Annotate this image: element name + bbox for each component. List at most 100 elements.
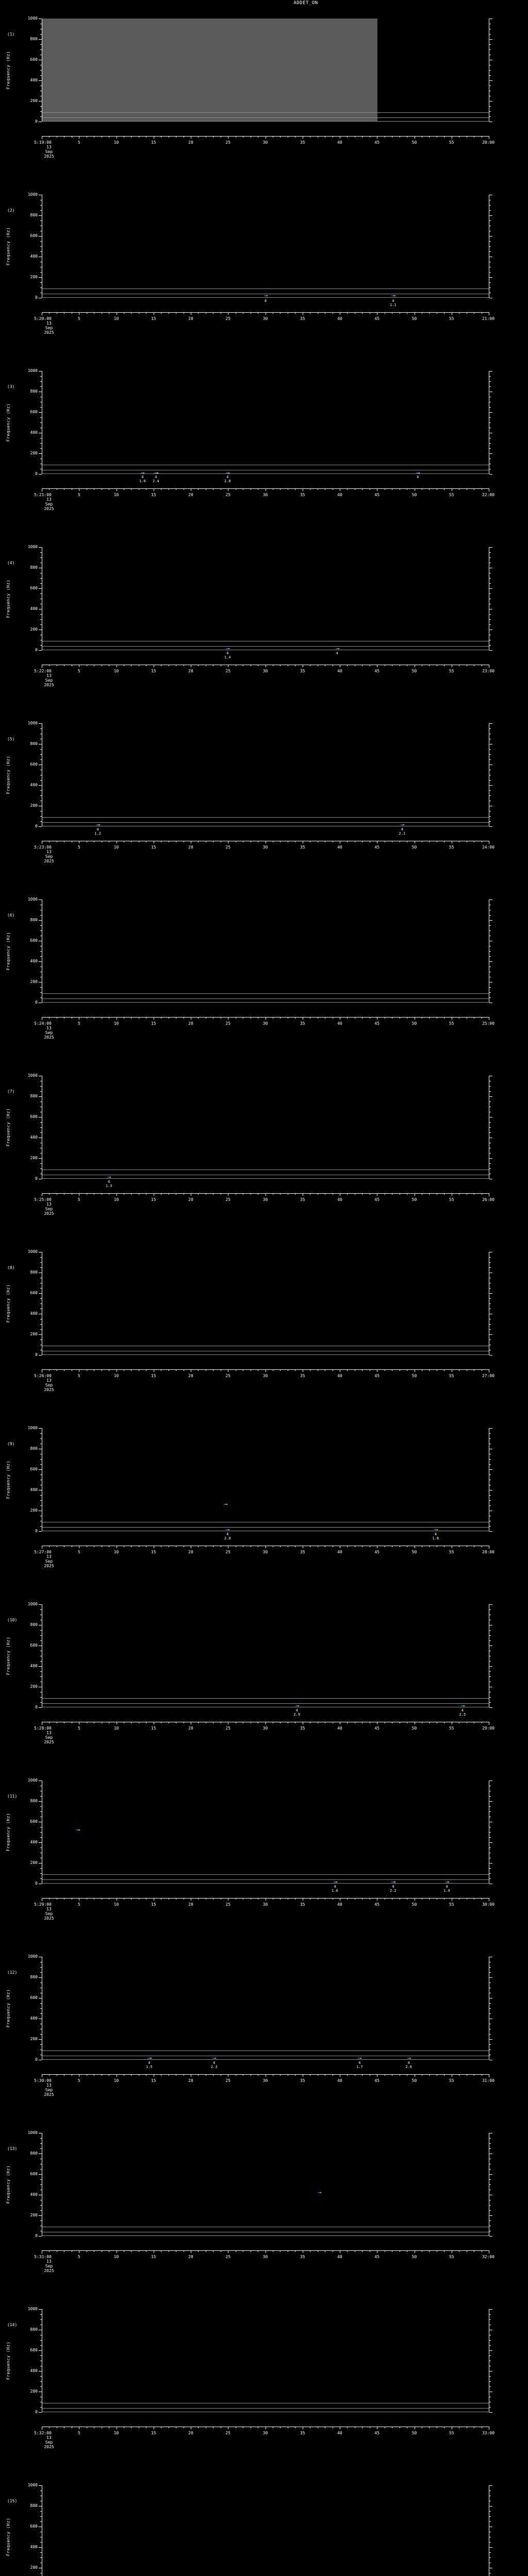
panel-number: (1) <box>7 32 15 37</box>
y-tick-label: 400 <box>30 606 38 611</box>
x-tick-label: 5 <box>77 1726 80 1731</box>
detection-segment <box>295 1705 297 1707</box>
detection-marker[interactable] <box>333 1882 337 1883</box>
x-axis-date-line: 2025 <box>44 2445 54 2449</box>
x-axis-tick <box>429 2074 430 2076</box>
detection-marker[interactable] <box>147 2058 152 2059</box>
y-axis-tick <box>40 1459 42 1460</box>
x-tick-label: 40 <box>337 1902 342 1907</box>
detection-marker[interactable] <box>434 1529 438 1531</box>
x-tick-label: 30 <box>262 316 268 321</box>
y-axis-tick <box>40 116 42 117</box>
x-tick-label: 50 <box>411 2431 417 2435</box>
plot-area <box>39 2309 492 2413</box>
y-tick-label: 1000 <box>27 1426 38 1430</box>
y-tick-label: 0 <box>35 1176 38 1181</box>
x-tick-label: 40 <box>337 2431 342 2435</box>
detection-segment <box>141 472 142 473</box>
reference-line <box>42 117 489 118</box>
detection-segment <box>78 1829 80 1831</box>
y-axis-tick <box>489 1868 491 1869</box>
panel-number: (9) <box>7 1442 15 1446</box>
detection-marker[interactable] <box>400 824 404 826</box>
x-axis-tick <box>198 1722 199 1723</box>
y-axis-tick <box>489 790 491 791</box>
x-axis-date-line: 13 <box>46 673 52 678</box>
y-tick-label: 400 <box>30 1664 38 1668</box>
y-axis-tick <box>489 2148 491 2149</box>
detection-segment <box>155 472 157 473</box>
detection-marker[interactable] <box>107 1177 111 1178</box>
detection-marker[interactable] <box>416 472 420 473</box>
x-axis-date-stack: 13 Sep 2025 <box>44 497 54 511</box>
detection-marker[interactable] <box>223 1504 228 1505</box>
y-axis-tick <box>489 39 492 40</box>
x-tick-label: 40 <box>337 845 342 850</box>
y-axis-tick <box>40 1122 42 1123</box>
detection-segment <box>227 1529 228 1531</box>
y-axis-tick <box>489 376 491 377</box>
x-axis-labels: 5:24:00 5 10 15 20 25 30 35 40 45 50 55 25:00 <box>0 1021 528 1026</box>
y-axis-tick <box>489 723 492 724</box>
detection-marker[interactable] <box>335 648 340 650</box>
detection-marker[interactable] <box>407 2058 411 2059</box>
detection-marker[interactable] <box>212 2058 217 2059</box>
y-axis-tick <box>39 412 42 413</box>
x-tick-label: 35 <box>300 2255 305 2259</box>
y-axis-tick <box>39 1334 42 1335</box>
detection-marker[interactable] <box>391 295 395 297</box>
detection-marker[interactable] <box>141 472 145 473</box>
panel-number: (14) <box>7 2323 18 2327</box>
detection-marker[interactable] <box>226 648 230 650</box>
x-axis-tick <box>198 1898 199 1900</box>
y-axis-tick <box>40 987 42 988</box>
y-tick-label: 800 <box>30 1094 38 1098</box>
x-axis <box>42 1193 489 1196</box>
y-tick-label: 800 <box>30 565 38 570</box>
y-axis-tick <box>40 2034 42 2035</box>
detection-segment <box>319 2192 320 2193</box>
detection-marker[interactable] <box>391 1882 395 1883</box>
y-axis-tick <box>489 1635 491 1636</box>
detection-segment <box>462 1705 464 1707</box>
y-axis-tick <box>489 557 491 558</box>
reference-line <box>42 112 489 113</box>
detection-segment <box>109 1177 111 1178</box>
y-tick-label: 1000 <box>27 1954 38 1959</box>
y-axis-tick <box>489 1697 491 1698</box>
x-tick-label: 5 <box>77 1902 80 1907</box>
detection-marker[interactable] <box>460 1705 465 1707</box>
detection-marker[interactable] <box>318 2192 322 2193</box>
detection-marker[interactable] <box>96 824 100 826</box>
detection-marker[interactable] <box>154 472 158 473</box>
y-axis-tick <box>489 2008 491 2009</box>
detection-marker[interactable] <box>226 1529 230 1531</box>
spectrogram-panel: (15)Frequency (Hz)020040060080010005:33:… <box>0 2474 528 2576</box>
x-axis-date-line: Sep <box>45 2088 53 2092</box>
detection-marker[interactable] <box>445 1882 449 1883</box>
y-axis-tick <box>489 1438 491 1439</box>
x-axis-date-line: 13 <box>46 145 52 149</box>
x-axis-start-label: 5:20:00 <box>34 316 52 321</box>
panel-number: (7) <box>7 1089 15 1094</box>
detection-segment <box>408 2058 410 2059</box>
y-axis-tick <box>489 2034 491 2035</box>
detection-marker[interactable] <box>76 1829 80 1831</box>
detection-marker[interactable] <box>358 2058 362 2059</box>
y-tick-label: 400 <box>30 430 38 435</box>
detection-marker[interactable] <box>226 472 230 473</box>
detection-channel-label: 4 <box>264 299 267 303</box>
detection-segment <box>227 472 228 473</box>
detection-marker[interactable] <box>295 1705 299 1707</box>
x-tick-label: 30 <box>262 1374 268 1378</box>
x-axis-date-stack: 13 Sep 2025 <box>44 1378 54 1392</box>
y-axis-tick <box>489 2350 492 2351</box>
panel-number: (13) <box>7 2146 18 2151</box>
spectrogram-panel: (9) Frequency (Hz) 0 200 400 600 800 1000 4 2.0 4 1… <box>0 1417 528 1593</box>
y-axis-tick <box>40 1329 42 1330</box>
y-tick-label: 800 <box>30 389 38 394</box>
x-axis-start-label: 5:31:00 <box>34 2255 52 2259</box>
y-axis-tick <box>39 547 42 548</box>
detection-marker[interactable] <box>264 295 268 297</box>
y-axis-tick <box>489 547 492 548</box>
